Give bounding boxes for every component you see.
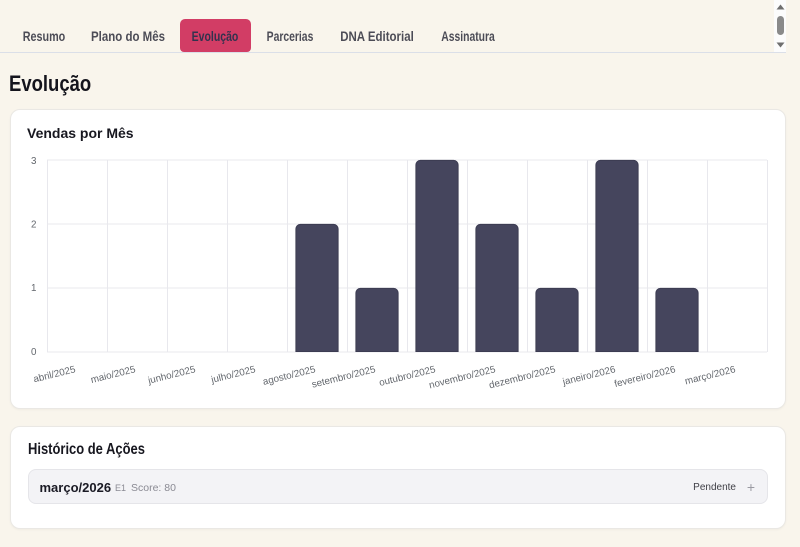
svg-text:dezembro/2025: dezembro/2025 xyxy=(488,364,557,391)
svg-text:julho/2025: julho/2025 xyxy=(209,364,257,386)
svg-text:maio/2025: maio/2025 xyxy=(90,364,138,386)
svg-text:3: 3 xyxy=(31,156,37,167)
svg-text:junho/2025: junho/2025 xyxy=(146,364,197,387)
svg-text:setembro/2025: setembro/2025 xyxy=(311,364,378,391)
svg-text:janeiro/2026: janeiro/2026 xyxy=(561,364,617,388)
svg-text:agosto/2025: agosto/2025 xyxy=(262,364,318,388)
svg-text:2: 2 xyxy=(31,220,36,231)
svg-text:1: 1 xyxy=(31,283,36,294)
svg-text:0: 0 xyxy=(31,347,37,358)
svg-text:novembro/2025: novembro/2025 xyxy=(428,364,497,391)
svg-text:março/2026: março/2026 xyxy=(684,364,737,387)
svg-text:abril/2025: abril/2025 xyxy=(32,364,77,385)
svg-text:fevereiro/2026: fevereiro/2026 xyxy=(613,364,677,390)
